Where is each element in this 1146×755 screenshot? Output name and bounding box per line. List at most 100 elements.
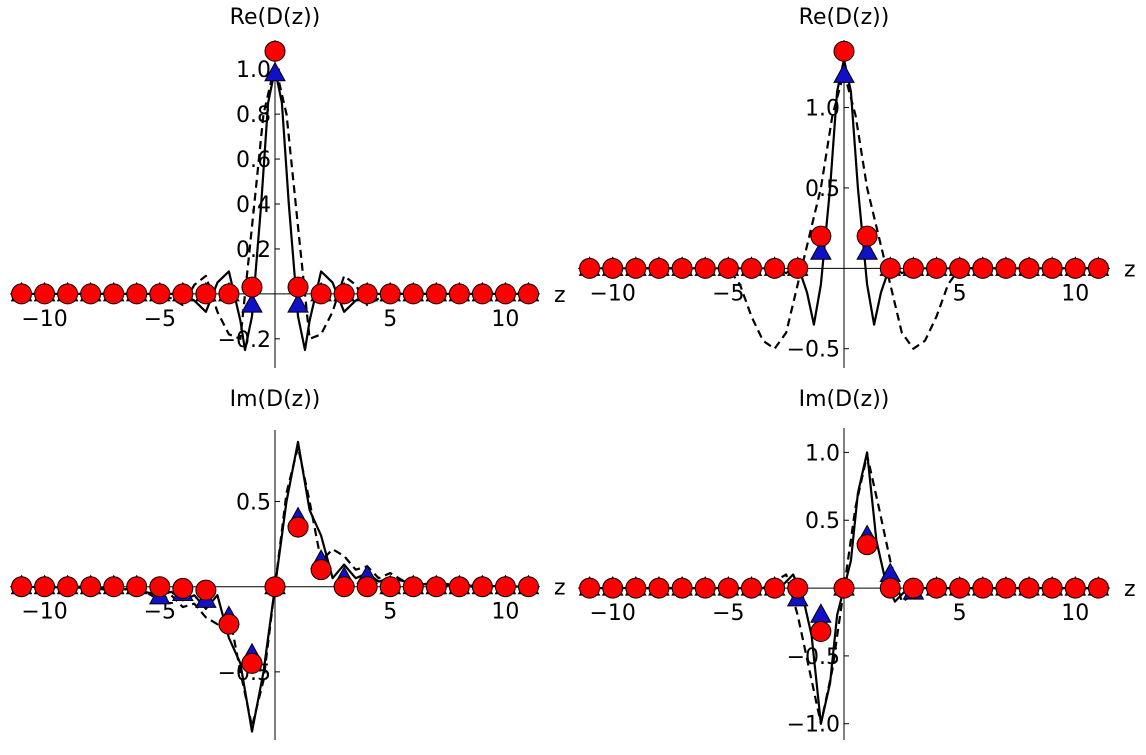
circle-marker (425, 283, 447, 305)
circle-marker (926, 257, 948, 279)
circle-marker (333, 283, 355, 305)
circle-marker (902, 257, 924, 279)
circle-marker (579, 257, 601, 279)
triangle-marker (287, 293, 309, 313)
x-tick-label: 5 (953, 281, 967, 306)
x-tick-label: 5 (953, 601, 967, 626)
x-tick-label: 10 (491, 307, 519, 332)
circle-marker (448, 283, 470, 305)
circle-marker (80, 576, 102, 598)
circle-marker (1018, 577, 1040, 599)
circle-marker (149, 576, 171, 598)
x-tick-label: −10 (21, 307, 67, 332)
circle-marker (333, 576, 355, 598)
circle-marker (995, 257, 1017, 279)
circle-marker (218, 613, 240, 635)
circle-marker (494, 576, 516, 598)
circle-marker (1064, 577, 1086, 599)
triangle-marker (264, 61, 286, 82)
circle-marker (787, 257, 809, 279)
circle-marker (34, 576, 56, 598)
circle-marker (402, 576, 424, 598)
circle-marker (787, 577, 809, 599)
y-tick-label: 0.5 (805, 509, 840, 534)
circle-marker (517, 576, 539, 598)
panel-1: Re(D(z))z−10 −5 5 10−0.20.20.40.60.81.0 (10, 5, 566, 368)
circle-marker (694, 577, 716, 599)
panel-3: Im(D(z))z−10 −5 5 10−0.50.5 (10, 387, 566, 740)
chart-title: Re(D(z)) (799, 5, 890, 30)
panel-4: Im(D(z))z−10 −5 5 10−1.0−0.50.51.0 (578, 387, 1136, 740)
x-tick-label: −10 (21, 600, 67, 625)
circle-marker (126, 576, 148, 598)
circle-marker (602, 577, 624, 599)
circle-marker (103, 283, 125, 305)
circle-marker (356, 576, 378, 598)
circle-marker (856, 534, 878, 556)
circle-marker (287, 516, 309, 538)
triangle-marker (856, 240, 878, 260)
circle-marker (995, 577, 1017, 599)
circle-marker (972, 577, 994, 599)
circle-marker (879, 577, 901, 599)
circle-marker (1018, 257, 1040, 279)
circle-marker (579, 577, 601, 599)
circle-marker (671, 257, 693, 279)
circle-marker (195, 579, 217, 601)
y-tick-label: 0.2 (236, 238, 271, 263)
circle-marker (648, 257, 670, 279)
y-tick-label: 1.0 (236, 58, 271, 83)
circle-marker (625, 577, 647, 599)
circle-marker (126, 283, 148, 305)
circle-marker (810, 620, 832, 642)
circle-marker (740, 257, 762, 279)
circle-marker (717, 577, 739, 599)
circle-marker (1087, 577, 1109, 599)
circle-marker (218, 283, 240, 305)
circle-marker (195, 283, 217, 305)
circle-marker (80, 283, 102, 305)
x-axis-label: z (1124, 577, 1136, 602)
circle-marker (764, 257, 786, 279)
x-tick-label: 5 (383, 307, 397, 332)
circle-marker (241, 276, 263, 298)
x-tick-label: 5 (383, 600, 397, 625)
circle-marker (717, 257, 739, 279)
x-axis-label: z (554, 576, 566, 601)
circle-marker (1041, 577, 1063, 599)
circle-marker (379, 283, 401, 305)
circle-marker (1064, 257, 1086, 279)
circle-marker (671, 577, 693, 599)
chart-title: Im(D(z)) (799, 387, 890, 412)
circle-marker (833, 40, 855, 62)
y-tick-label: 0.4 (236, 193, 271, 218)
circle-marker (949, 577, 971, 599)
circle-marker (902, 577, 924, 599)
circle-marker (471, 283, 493, 305)
x-tick-label: −10 (589, 601, 635, 626)
x-tick-label: −10 (589, 281, 635, 306)
x-tick-label: −5 (144, 307, 176, 332)
circle-marker (287, 276, 309, 298)
circle-marker (602, 257, 624, 279)
chart-title: Im(D(z)) (230, 387, 321, 412)
circle-marker (648, 577, 670, 599)
triangle-marker (833, 63, 855, 83)
circle-marker (310, 283, 332, 305)
x-axis-label: z (1124, 257, 1136, 282)
triangle-marker (810, 603, 832, 623)
y-tick-label: 1.0 (805, 441, 840, 466)
circle-marker (402, 283, 424, 305)
x-tick-label: 10 (1061, 281, 1089, 306)
circle-marker (1087, 257, 1109, 279)
circle-marker (310, 559, 332, 581)
circle-marker (694, 257, 716, 279)
circle-marker (926, 577, 948, 599)
y-tick-label: −1.0 (787, 713, 840, 738)
y-tick-label: −0.5 (787, 338, 840, 363)
circle-marker (810, 225, 832, 247)
circle-marker (172, 577, 194, 599)
triangle-marker (810, 240, 832, 260)
panel-2: Re(D(z))z−10 −5 5 10−0.50.51.0 (578, 5, 1136, 368)
